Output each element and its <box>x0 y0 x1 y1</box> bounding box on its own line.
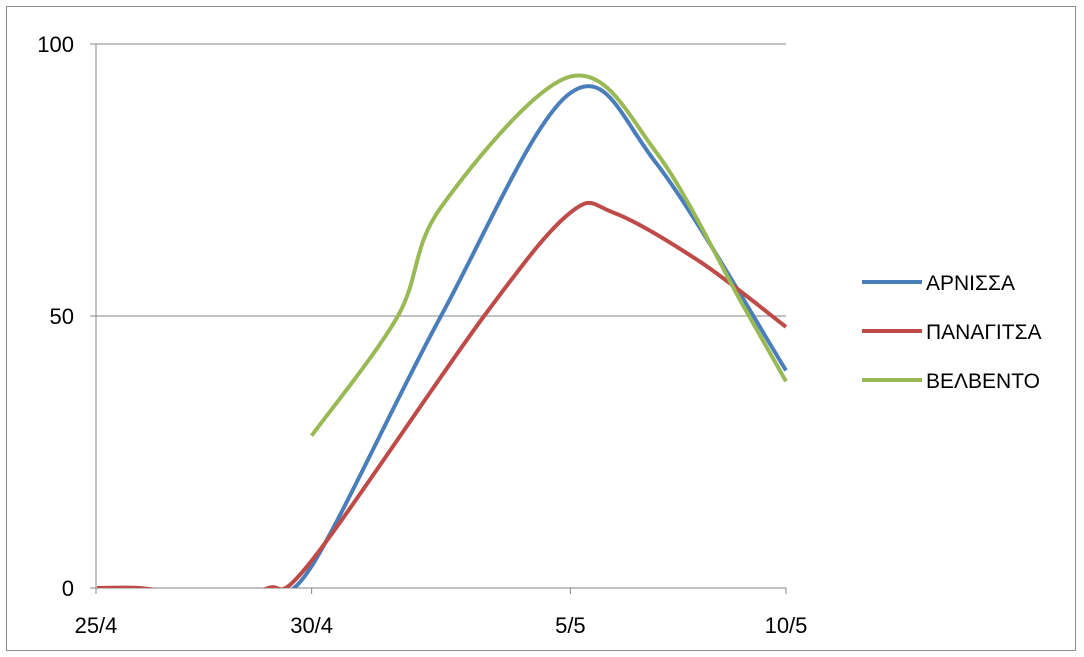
axes <box>90 43 787 594</box>
x-tick-label: 30/4 <box>290 613 333 638</box>
series-line <box>97 200 788 588</box>
y-tick-label: 100 <box>37 32 74 57</box>
legend-label: ΠΑΝΑΓΙΤΣΑ <box>926 321 1042 344</box>
x-tick-labels: 25/4 30/4 5/5 10/5 <box>75 613 808 638</box>
chart-frame <box>6 6 1076 651</box>
y-tick-label: 50 <box>50 304 74 329</box>
x-tick-label: 5/5 <box>555 613 586 638</box>
y-tick-labels: 0 50 100 <box>37 32 74 601</box>
series-lines <box>97 73 788 588</box>
grid-lines <box>96 43 786 317</box>
legend-label: ΑΡΝΙΣΣΑ <box>926 272 1015 295</box>
legend-label: ΒΕΛΒΕΝΤΟ <box>926 370 1040 393</box>
series-line <box>309 73 788 437</box>
x-tick-label: 25/4 <box>75 613 118 638</box>
y-tick-label: 0 <box>62 576 74 601</box>
x-tick-label: 10/5 <box>765 613 808 638</box>
legend: ΑΡΝΙΣΣΑ ΠΑΝΑΓΙΤΣΑ ΒΕΛΒΕΝΤΟ <box>862 272 1042 393</box>
series-line <box>267 84 788 588</box>
